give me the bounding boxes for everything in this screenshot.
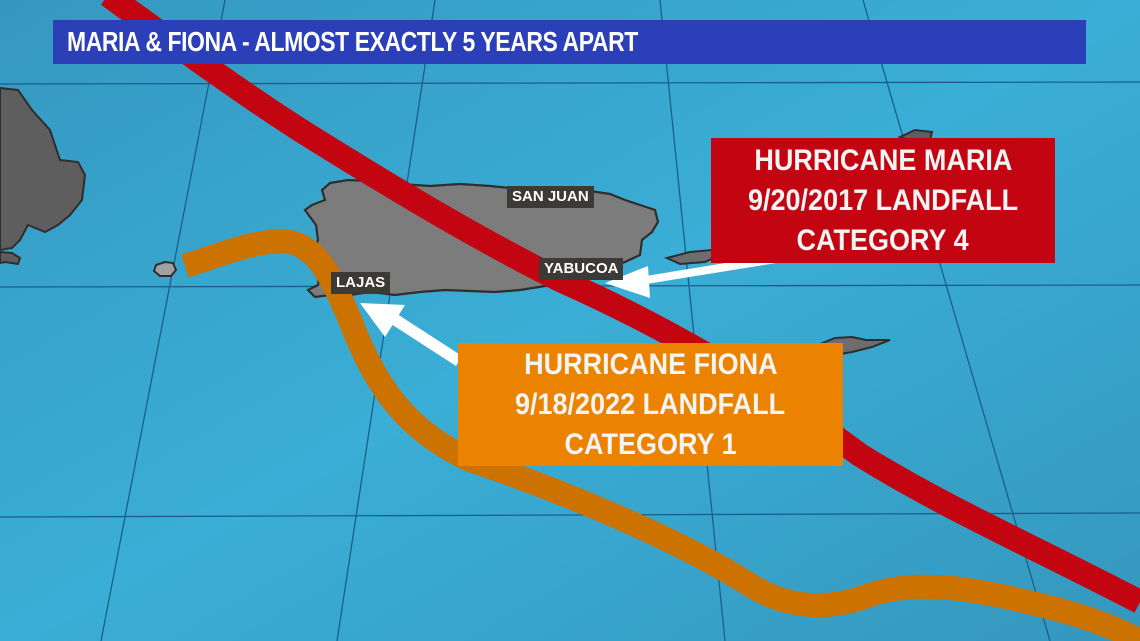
city-label-lajas: LAJAS bbox=[331, 272, 391, 294]
fiona-track bbox=[181, 229, 1140, 641]
maria-callout-date: 9/20/2017 LANDFALL bbox=[747, 183, 1019, 217]
fiona-callout-date: 9/18/2022 LANDFALL bbox=[515, 387, 786, 421]
hispaniola-landmass bbox=[0, 86, 87, 252]
mona-island bbox=[152, 260, 178, 277]
city-label-san-juan: SAN JUAN bbox=[507, 186, 594, 208]
hispaniola-tip bbox=[0, 250, 22, 266]
page-title: MARIA & FIONA - ALMOST EXACTLY 5 YEARS A… bbox=[67, 26, 638, 57]
title-bar: MARIA & FIONA - ALMOST EXACTLY 5 YEARS A… bbox=[53, 20, 1086, 64]
maria-callout-category: CATEGORY 4 bbox=[796, 223, 970, 257]
city-label-yabucoa: YABUCOA bbox=[539, 258, 624, 280]
fiona-callout-name: HURRICANE FIONA bbox=[523, 347, 778, 381]
fiona-callout: HURRICANE FIONA 9/18/2022 LANDFALL CATEG… bbox=[458, 343, 843, 466]
fiona-callout-category: CATEGORY 1 bbox=[564, 427, 737, 461]
maria-callout: HURRICANE MARIA 9/20/2017 LANDFALL CATEG… bbox=[711, 138, 1055, 263]
maria-callout-name: HURRICANE MARIA bbox=[754, 143, 1012, 177]
maria-track bbox=[100, 0, 1140, 613]
fiona-arrow-icon bbox=[360, 303, 462, 366]
